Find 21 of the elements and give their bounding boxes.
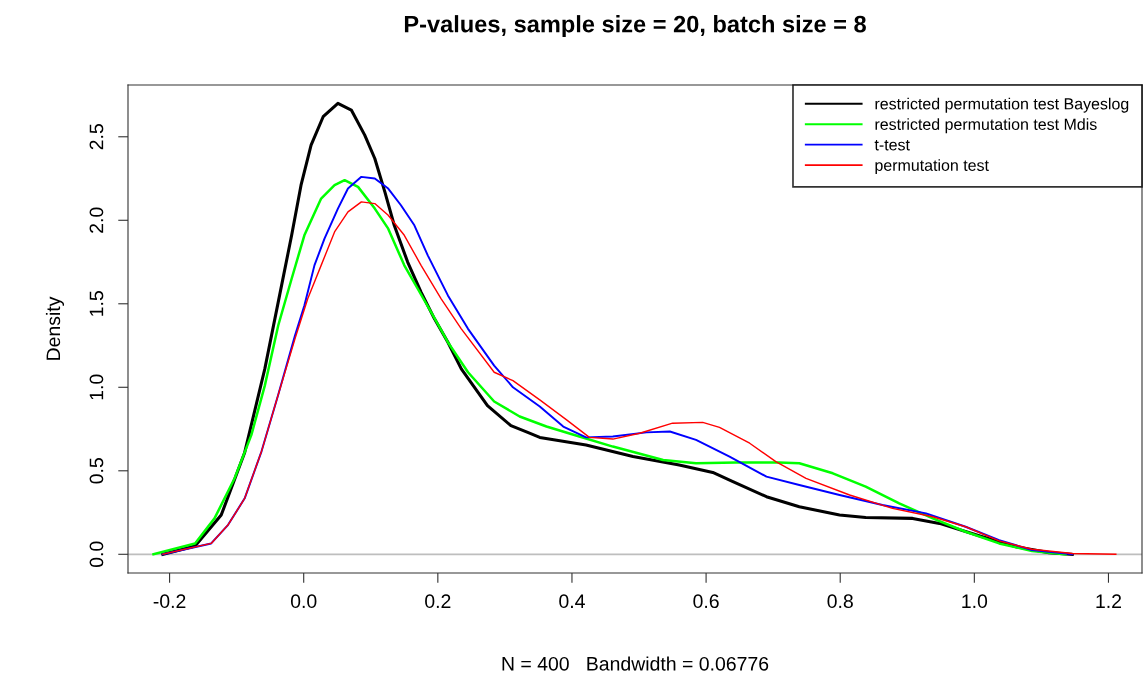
x-tick-label: 0.2 [425,594,451,609]
y-tick-label: 1.5 [89,291,104,316]
y-tick-label: 2.5 [89,124,104,150]
x-tick-label: 1.0 [962,594,988,609]
legend-label: restricted permutation test Mdis [875,118,1097,134]
x-tick-label: 0.4 [559,594,585,609]
x-tick-label: 0.8 [827,594,853,609]
y-tick-label: 1.0 [89,374,104,400]
x-tick-label: 0.0 [290,594,317,609]
x-tick-label: 0.6 [693,594,719,609]
legend-label: restricted permutation test Bayeslog [875,97,1129,113]
y-tick-label: 0.0 [89,541,104,568]
x-tick-label: 1.2 [1096,594,1122,608]
y-axis-title: Density [45,296,65,360]
legend-label: t-test [874,139,910,151]
x-axis-title: N = 400 Bandwidth = 0.06776 [502,656,769,671]
legend-label: permutation test [875,159,989,175]
chart-title: P-values, sample size = 20, batch size = 8 [404,15,866,38]
x-tick-label: -0.2 [153,594,186,609]
y-tick-label: 2.0 [89,207,104,233]
y-tick-label: 0.5 [89,458,104,484]
